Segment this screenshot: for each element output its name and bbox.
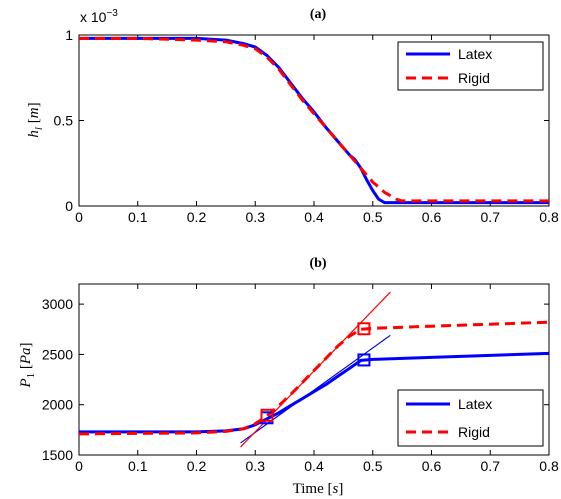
panel-a-xtick-label: 0.1 <box>128 209 148 225</box>
panel-b-ytick-label: 2500 <box>42 346 73 362</box>
panel-b-ylabel-unit: Pa <box>18 347 34 365</box>
panel-b-xtick-label: 0.2 <box>187 458 207 474</box>
panel-a-ytick-label: 0 <box>65 198 73 214</box>
panel-a-xtick-label: 0.8 <box>539 209 559 225</box>
panel-b-ylabel-sub: 1 <box>25 373 37 379</box>
panel-b-marker-rigid <box>357 322 371 336</box>
panel-a-xtick-label: 0.5 <box>363 209 383 225</box>
panel-a-xtick-label: 0.3 <box>246 209 266 225</box>
panel-a-ylabel-unit: m <box>26 107 42 118</box>
panel-b-ylabel: P1 [Pa] <box>18 342 37 388</box>
panel-a-series-group <box>79 36 549 205</box>
panel-a-ytick-label: 1 <box>65 27 73 43</box>
panel-a-series-rigid <box>79 36 549 203</box>
panel-a-xtick-label: 0.4 <box>304 209 324 225</box>
panel-a-legend-label-latex: Latex <box>458 46 492 62</box>
panel-a-xtick-label: 0.6 <box>422 209 442 225</box>
panel-b-xlabel-unit: s <box>333 481 339 497</box>
panel-a-xtick-label: 0.2 <box>187 209 207 225</box>
panel-b-xtick-label: 0.3 <box>246 458 266 474</box>
panel-a-ylabel-sub: l <box>33 127 45 130</box>
panel-a-legend-box <box>397 41 544 91</box>
panel-a-title: (a) <box>310 7 327 22</box>
panel-a-yscale-base: x 10 <box>80 9 107 25</box>
panel-a: (a) x 10−3 hl [m] 0 0.1 0.2 0.3 0.4 0.5 0.6 0.7… <box>26 7 559 225</box>
panel-a-xtick-label: 0.7 <box>481 209 501 225</box>
panel-b-title: (b) <box>309 256 326 271</box>
panel-a-ylabel-var: h <box>26 130 42 138</box>
panel-b-ytick-label: 1500 <box>42 447 73 463</box>
panel-a-ylabel: hl [m] <box>26 102 45 137</box>
panel-a-legend-label-rigid: Rigid <box>458 70 490 86</box>
panel-b-xtick-label: 0 <box>75 458 83 474</box>
panel-b-xtick-label: 0.6 <box>422 458 442 474</box>
panel-b-xtick-label: 0.8 <box>539 458 559 474</box>
panel-b-marker-rigid <box>260 408 274 422</box>
panel-b-marker-latex <box>357 353 371 367</box>
panel-b-ytick-label: 3000 <box>42 296 73 312</box>
panel-b-legend-box <box>397 389 544 447</box>
panel-b-ytick-label: 2000 <box>42 397 73 413</box>
panel-b-xtick-label: 0.4 <box>304 458 324 474</box>
panel-b-legend-label-rigid: Rigid <box>458 424 490 440</box>
panel-a-ytick-label: 0.5 <box>54 113 74 129</box>
panel-a-yscale-label: x 10−3 <box>80 8 118 25</box>
panel-b-xlabel: Time [s] <box>293 481 344 497</box>
panel-b-xtick-label: 0.5 <box>363 458 383 474</box>
panel-a-xtick-label: 0 <box>75 209 83 225</box>
panel-a-plot-area: 0 0.1 0.2 0.3 0.4 0.5 0.6 0.7 0.8 0 0.5 1 Latex Rigid <box>54 27 559 225</box>
panel-b-xtick-label: 0.7 <box>481 458 501 474</box>
panel-b: (b) P1 [Pa] Time [s] 0 0.1 0.2 0.3 0.4 0.5 0.6… <box>18 256 559 497</box>
panel-b-series-rigid <box>79 320 549 436</box>
panel-b-xlabel-text: Time <box>293 481 324 497</box>
panel-b-legend-label-latex: Latex <box>458 396 492 412</box>
panel-a-legend: Latex Rigid <box>397 41 544 91</box>
panel-b-legend: Latex Rigid <box>397 389 544 447</box>
panel-b-ylabel-var: P <box>18 378 34 388</box>
panel-b-plot-area: 0 0.1 0.2 0.3 0.4 0.5 0.6 0.7 0.8 1500 2000 2500 300… <box>42 283 559 474</box>
panel-b-xtick-label: 0.1 <box>128 458 148 474</box>
panel-a-yscale-exp: −3 <box>106 8 118 19</box>
